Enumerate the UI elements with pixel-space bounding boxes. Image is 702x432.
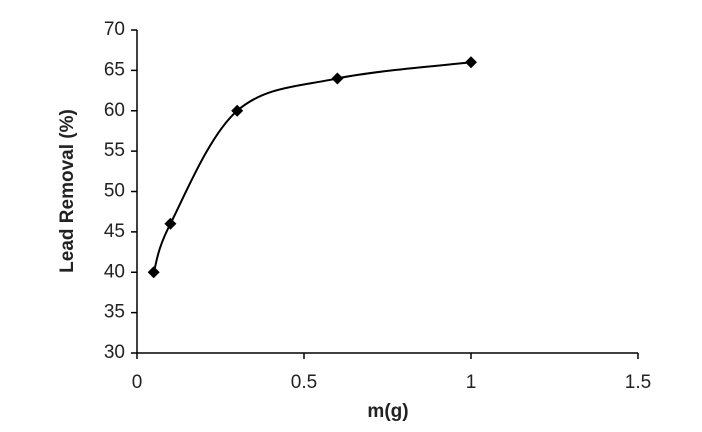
- y-tick-label: 55: [104, 140, 125, 161]
- marker: [147, 266, 160, 279]
- y-tick-label: 35: [104, 302, 125, 323]
- y-axis-title: Lead Removal (%): [57, 109, 78, 273]
- y-tick-label: 65: [104, 59, 125, 80]
- marker: [465, 56, 477, 69]
- marker: [164, 217, 177, 230]
- marker: [331, 72, 344, 85]
- x-tick-label: 0.5: [291, 372, 317, 393]
- y-tick-label: 40: [104, 261, 125, 282]
- x-tick-label: 1: [466, 372, 477, 393]
- y-tick-label: 45: [104, 221, 125, 242]
- y-tick-label: 50: [104, 181, 125, 202]
- x-tick-label: 1.5: [625, 372, 651, 393]
- y-tick-label: 70: [104, 19, 125, 40]
- y-tick-label: 60: [104, 100, 125, 121]
- y-tick-label: 30: [104, 342, 125, 363]
- marker: [231, 104, 244, 117]
- x-tick-label: 0: [132, 372, 143, 393]
- line: [152, 61, 472, 273]
- x-axis-title: m(g): [367, 401, 408, 422]
